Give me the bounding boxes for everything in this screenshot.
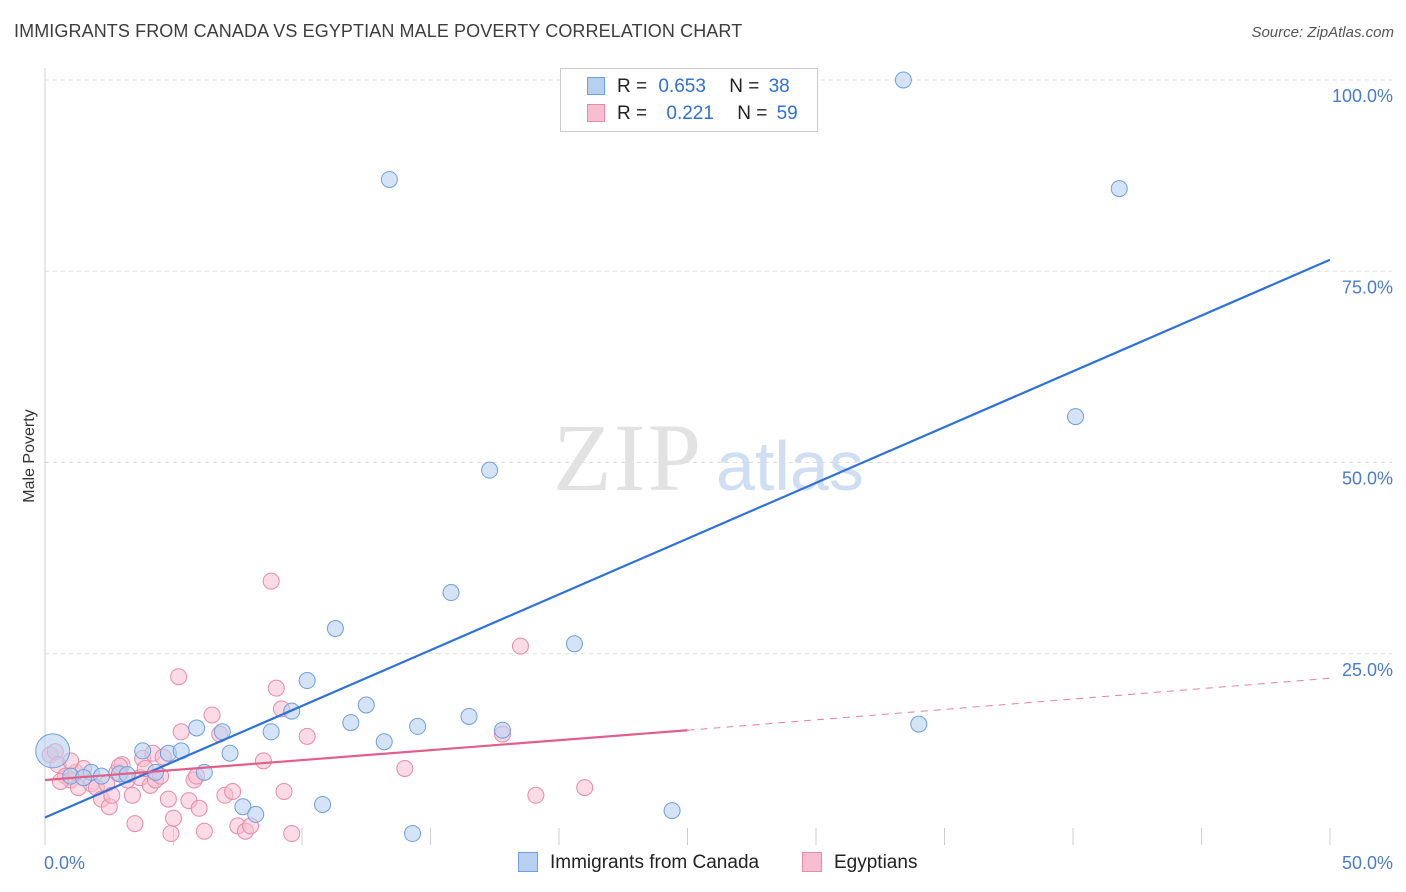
egyptians-legend-swatch (802, 852, 822, 872)
egyptians-point (396, 760, 414, 777)
canada-point (409, 717, 427, 735)
canada-point (357, 696, 375, 714)
egyptians-point (254, 752, 272, 770)
egyptians-point (298, 727, 316, 745)
y-tick-label: 50.0% (1342, 469, 1393, 489)
y-tick-label: 25.0% (1342, 660, 1393, 680)
legend-row-canada: R = 0.653 N = 38 (587, 76, 790, 100)
canada-point (247, 805, 265, 823)
legend-n-value-canada: 38 (768, 76, 790, 97)
bottom-legend-egyptians: Egyptians (802, 852, 917, 874)
egyptians-point (527, 786, 545, 804)
egyptians-point (283, 825, 301, 843)
legend-r-value-canada: 0.653 (658, 76, 706, 97)
y-tick-label: 100.0% (1332, 86, 1393, 106)
source-credit: Source: ZipAtlas.com (1251, 24, 1394, 41)
egyptians-point (576, 779, 594, 797)
canada-point (460, 707, 478, 725)
legend-row-egyptians: R = 0.221 N = 59 (587, 103, 798, 127)
y-tick-label: 75.0% (1342, 277, 1393, 297)
egyptians-point (159, 790, 177, 808)
egyptians-point (162, 825, 180, 843)
canada-point (380, 170, 398, 188)
legend-n-value-egyptians: 59 (776, 103, 798, 124)
watermark-atlas: atlas (716, 427, 864, 505)
egyptians-point (172, 723, 190, 741)
grid-lines (45, 79, 1392, 655)
legend-n-label: N = (729, 76, 760, 97)
canada-point (134, 742, 152, 760)
chart-title: IMMIGRANTS FROM CANADA VS EGYPTIAN MALE … (14, 21, 743, 41)
egyptians-point (126, 815, 144, 833)
bottom-legend-canada: Immigrants from Canada (518, 852, 759, 874)
canada-point (1110, 180, 1128, 198)
canada-point (221, 744, 239, 762)
canada-point (188, 719, 206, 737)
canada-point (326, 620, 344, 638)
canada-point (35, 733, 71, 769)
egyptians-trend-line (44, 729, 688, 782)
egyptians-point (511, 637, 529, 655)
x-tick-label: 50.0% (1342, 853, 1393, 873)
canada-legend-label: Immigrants from Canada (550, 852, 760, 873)
trend-lines (44, 258, 1331, 819)
egyptians-point (123, 786, 141, 804)
canada-point (1067, 408, 1085, 426)
canada-point (314, 795, 332, 813)
egyptians-point (190, 799, 208, 817)
egyptians-point (170, 668, 188, 686)
tick-labels: 25.0% 50.0% 75.0% 100.0% 0.0% 50.0% (44, 86, 1393, 873)
legend-r-label: R = (617, 103, 648, 124)
egyptians-point (275, 782, 293, 800)
canada-point (298, 672, 316, 690)
canada-point (565, 635, 583, 653)
egyptians-point (195, 822, 213, 840)
egyptians-point (165, 809, 182, 827)
y-axis-label: Male Poverty (21, 409, 38, 502)
egyptians-point (103, 786, 121, 804)
egyptians-trend-extension (687, 677, 1331, 731)
canada-point (234, 798, 252, 816)
x-tick-label: 0.0% (44, 853, 85, 873)
legend-n-label: N = (737, 103, 768, 124)
canada-point (481, 461, 499, 479)
canada-point (342, 714, 360, 732)
egyptians-point (262, 572, 280, 590)
legend-r-label: R = (617, 76, 648, 97)
egyptians-legend-label: Egyptians (834, 852, 918, 873)
canada-point (262, 723, 280, 741)
canada-point (910, 715, 928, 733)
egyptians-swatch (587, 104, 605, 122)
canada-swatch (587, 77, 605, 95)
stats-legend: R = 0.653 N = 38 R = 0.221 N = 59 (560, 68, 818, 132)
legend-r-value-egyptians: 0.221 (666, 103, 714, 124)
egyptians-point (224, 782, 242, 800)
canada-point (404, 825, 422, 843)
canada-point (375, 733, 393, 751)
canada-trend-line (44, 258, 1331, 819)
canada-point (493, 721, 511, 739)
canada-legend-swatch (518, 852, 538, 872)
canada-point (663, 802, 681, 820)
canada-point (442, 584, 460, 602)
egyptians-point (203, 706, 221, 724)
zipatlas-watermark: ZIP atlas (553, 404, 864, 511)
canada-point (894, 71, 912, 89)
watermark-zip: ZIP (553, 404, 703, 511)
egyptians-point (267, 679, 285, 697)
